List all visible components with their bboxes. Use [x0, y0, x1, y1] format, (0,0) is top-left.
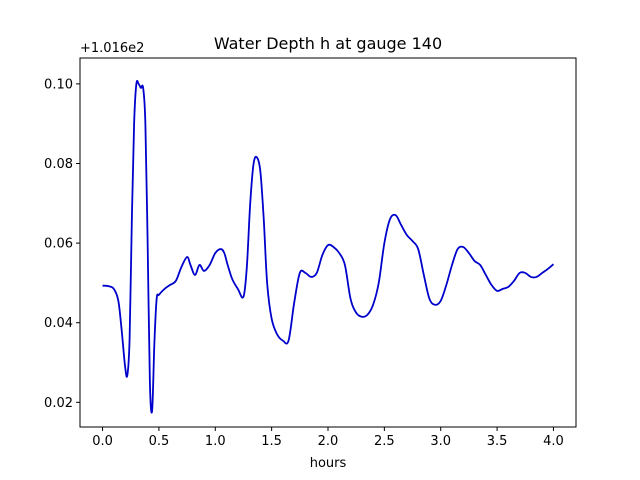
x-tick-label: 4.0: [543, 434, 564, 449]
x-tick-label: 1.0: [205, 434, 226, 449]
x-tick-label: 2.0: [318, 434, 339, 449]
x-axis-label: hours: [310, 456, 347, 471]
y-tick-label: 0.06: [44, 237, 73, 252]
y-tick-label: 0.08: [44, 157, 73, 172]
x-tick-label: 1.5: [261, 434, 282, 449]
x-tick-label: 3.0: [430, 434, 451, 449]
y-offset-label: +1.016e2: [80, 41, 144, 56]
chart-title: Water Depth h at gauge 140: [214, 34, 442, 53]
x-tick-label: 0.0: [92, 434, 113, 449]
x-tick-label: 0.5: [149, 434, 170, 449]
x-tick-label: 2.5: [374, 434, 395, 449]
x-tick-label: 3.5: [487, 434, 508, 449]
y-tick-label: 0.02: [44, 396, 73, 411]
y-tick-label: 0.04: [44, 316, 73, 331]
y-tick-label: 0.10: [44, 77, 73, 92]
